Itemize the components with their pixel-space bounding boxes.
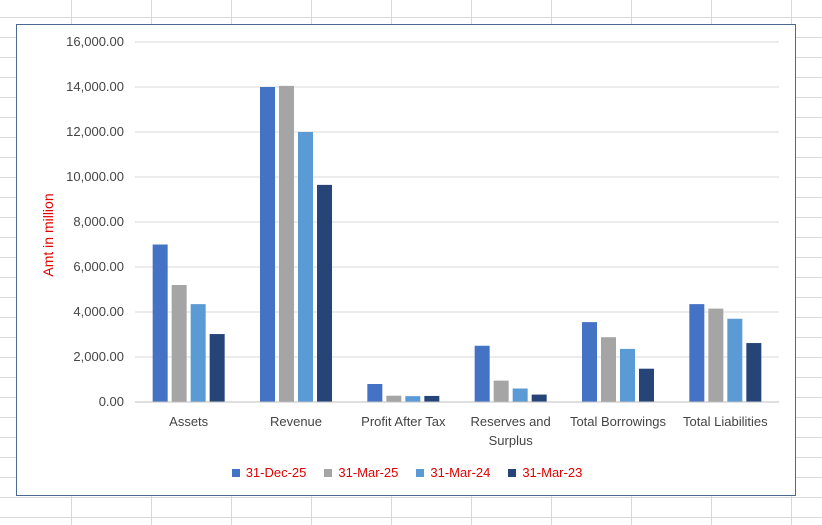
bar: [531, 394, 547, 402]
x-axis-ticks: Assets Revenue Profit After Tax Reserves an…: [169, 414, 768, 448]
y-axis-ticks: 0.00 2,000.00 4,000.00 6,000.00 8,000.00 10,0…: [66, 34, 124, 409]
legend: 31-Dec-25 31-Mar-25 31-Mar-24 31-Mar-23: [17, 465, 797, 480]
bar: [298, 132, 313, 402]
gridlines: [135, 41, 779, 403]
y-tick-label: 16,000.00: [66, 34, 124, 49]
bar: [260, 87, 275, 402]
bar: [512, 388, 528, 402]
y-tick-label: 8,000.00: [73, 214, 124, 229]
x-tick-label: Profit After Tax: [361, 414, 446, 429]
legend-item: 31-Dec-25: [231, 465, 307, 480]
legend-item: 31-Mar-25: [324, 465, 398, 480]
legend-swatch: [324, 468, 333, 477]
legend-swatch: [231, 468, 240, 477]
y-tick-label: 2,000.00: [73, 349, 124, 364]
y-tick-label: 14,000.00: [66, 79, 124, 94]
legend-label: 31-Mar-23: [522, 465, 583, 480]
bar: [620, 348, 635, 402]
bar: [190, 304, 206, 402]
legend-item: 31-Mar-23: [508, 465, 582, 480]
y-tick-label: 0.00: [99, 394, 124, 409]
x-tick-label: Total Borrowings: [570, 414, 667, 429]
x-tick-label: Assets: [169, 414, 209, 429]
y-tick-label: 10,000.00: [66, 169, 124, 184]
x-tick-label: Surplus: [489, 433, 534, 448]
bar: [582, 322, 597, 402]
bar: [746, 343, 762, 402]
bar: [601, 337, 616, 402]
y-axis-label: Amt in million: [40, 193, 56, 276]
x-tick-label: Total Liabilities: [683, 414, 768, 429]
bars: [152, 85, 762, 402]
bar: [424, 395, 440, 402]
bar: [279, 85, 294, 402]
bar: [171, 285, 187, 402]
bar: [367, 384, 383, 402]
bar: [493, 380, 509, 402]
bar: [727, 318, 743, 402]
chart-area: 0.00 2,000.00 4,000.00 6,000.00 8,000.00 10,0…: [16, 24, 796, 496]
bar: [152, 244, 168, 402]
y-tick-label: 12,000.00: [66, 124, 124, 139]
x-tick-label: Reserves and: [471, 414, 551, 429]
bar-chart: 0.00 2,000.00 4,000.00 6,000.00 8,000.00 10,0…: [40, 34, 779, 448]
bar: [317, 184, 332, 402]
bar: [474, 345, 490, 402]
bar: [639, 368, 654, 402]
bar: [708, 308, 724, 402]
y-tick-label: 6,000.00: [73, 259, 124, 274]
legend-swatch: [508, 468, 517, 477]
bar: [386, 395, 402, 402]
legend-label: 31-Dec-25: [245, 465, 307, 480]
bar: [209, 334, 225, 402]
bar: [689, 304, 705, 402]
y-tick-label: 4,000.00: [73, 304, 124, 319]
legend-label: 31-Mar-24: [430, 465, 491, 480]
legend-item: 31-Mar-24: [416, 465, 490, 480]
x-tick-label: Revenue: [270, 414, 322, 429]
legend-label: 31-Mar-25: [338, 465, 399, 480]
bar: [405, 396, 421, 402]
legend-swatch: [416, 468, 425, 477]
